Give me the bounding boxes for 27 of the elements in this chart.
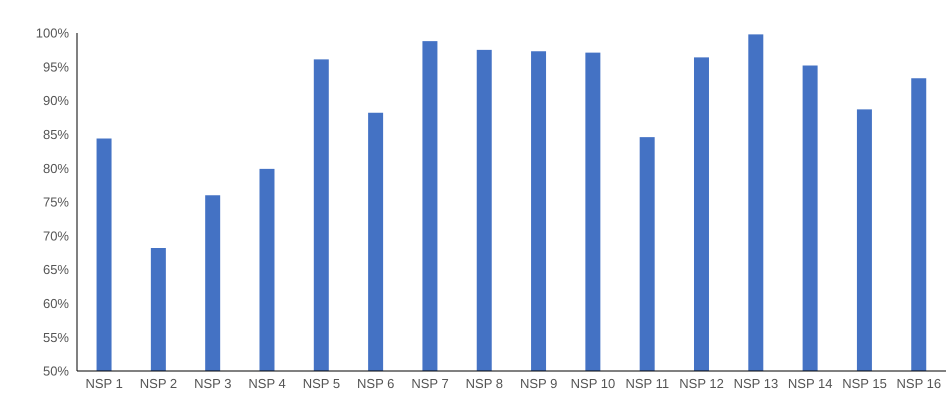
x-tick-label: NSP 7 [411, 376, 449, 392]
x-tick-label: NSP 3 [194, 376, 232, 392]
x-tick-label: NSP 2 [140, 376, 178, 392]
y-tick-label: 75% [42, 194, 70, 210]
x-tick-label: NSP 13 [734, 376, 778, 392]
y-tick-label: 55% [42, 330, 70, 345]
x-tick-label: NSP 5 [302, 376, 340, 392]
x-tick-label: NSP 6 [357, 376, 394, 392]
x-tick-label: NSP 10 [570, 376, 616, 392]
y-tick-label: 80% [42, 160, 70, 176]
x-tick-label: NSP 1 [85, 376, 123, 392]
y-tick-label: 70% [42, 228, 70, 244]
y-tick-label: 85% [42, 127, 70, 142]
y-tick-label: 65% [42, 262, 70, 278]
y-tick-label: 90% [42, 93, 70, 108]
x-tick-label: NSP 4 [248, 376, 286, 392]
x-tick-label: NSP 14 [788, 376, 833, 392]
x-tick-label: NSP 12 [679, 376, 724, 392]
x-tick-label: NSP 11 [625, 376, 670, 392]
y-tick-label: 100% [36, 26, 70, 41]
x-tick-label: NSP 9 [520, 376, 558, 392]
x-tick-label: NSP 15 [842, 376, 887, 392]
x-tick-label: NSP 16 [896, 376, 942, 392]
x-tick-label: NSP 8 [466, 376, 504, 392]
y-tick-label: 50% [42, 364, 70, 379]
y-tick-label: 95% [42, 59, 70, 74]
y-tick-label: 60% [42, 296, 70, 312]
